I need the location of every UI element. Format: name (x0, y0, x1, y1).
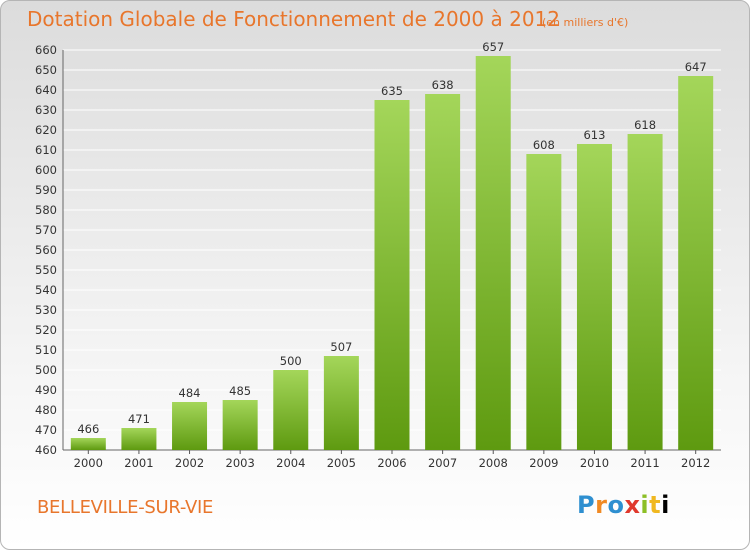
x-tick-label: 2006 (377, 456, 406, 470)
y-tick-label: 470 (35, 423, 57, 437)
x-tick-label: 2011 (630, 456, 659, 470)
bar-2001 (121, 428, 157, 450)
y-tick-label: 500 (35, 363, 57, 377)
y-tick-label: 530 (35, 303, 57, 317)
x-tick-label: 2009 (529, 456, 558, 470)
bar-2006 (374, 100, 410, 450)
x-tick-label: 2010 (580, 456, 609, 470)
proxiti-logo: Proxiti (577, 491, 670, 519)
y-tick-label: 460 (35, 443, 57, 457)
y-tick-label: 610 (35, 143, 57, 157)
x-tick-label: 2001 (124, 456, 153, 470)
y-tick-label: 590 (35, 183, 57, 197)
y-tick-label: 660 (35, 43, 57, 57)
y-tick-label: 550 (35, 263, 57, 277)
bar-value-label: 618 (634, 118, 656, 132)
x-tick-label: 2012 (681, 456, 710, 470)
bar-2007 (425, 94, 461, 450)
bar-2002 (172, 402, 208, 450)
x-tick-label: 2007 (428, 456, 457, 470)
bar-value-label: 471 (128, 412, 150, 426)
y-tick-label: 540 (35, 283, 57, 297)
y-tick-label: 640 (35, 83, 57, 97)
bar-value-label: 507 (330, 340, 352, 354)
y-tick-label: 480 (35, 403, 57, 417)
y-tick-label: 570 (35, 223, 57, 237)
bar-value-label: 638 (432, 78, 454, 92)
bar-2004 (273, 370, 309, 450)
bar-value-label: 647 (685, 60, 707, 74)
bar-value-label: 485 (229, 384, 251, 398)
y-tick-label: 620 (35, 123, 57, 137)
bar-2011 (627, 134, 663, 450)
bars (70, 56, 714, 450)
bar-value-label: 484 (179, 386, 201, 400)
bar-2000 (70, 438, 106, 450)
bar-value-label: 608 (533, 138, 555, 152)
y-tick-label: 650 (35, 63, 57, 77)
y-tick-label: 560 (35, 243, 57, 257)
chart-unit-note: (en milliers d'€) (542, 16, 629, 29)
x-tick-label: 2000 (74, 456, 103, 470)
bar-2005 (323, 356, 359, 450)
y-tick-label: 520 (35, 323, 57, 337)
y-tick-label: 580 (35, 203, 57, 217)
bar-value-label: 657 (482, 40, 504, 54)
x-tick-labels: 2000 2001 2002 2003 2004 2005 2006 2007 2008 2009… (74, 456, 711, 470)
bar-value-labels: 466 471 484 485 500 507 635 638 657 608 613 618 647 (77, 40, 706, 436)
x-tick-label: 2008 (479, 456, 508, 470)
y-tick-label: 630 (35, 103, 57, 117)
y-tick-label: 600 (35, 163, 57, 177)
x-tick-label: 2004 (276, 456, 305, 470)
bar-2012 (678, 76, 714, 450)
bar-2008 (475, 56, 511, 450)
y-tick-label: 510 (35, 343, 57, 357)
bar-2009 (526, 154, 562, 450)
x-tick-label: 2003 (226, 456, 255, 470)
chart-title: Dotation Globale de Fonctionnement de 20… (27, 7, 560, 31)
bar-value-label: 500 (280, 354, 302, 368)
bar-value-label: 466 (77, 422, 99, 436)
city-name: BELLEVILLE-SUR-VIE (37, 497, 214, 518)
x-tick-label: 2002 (175, 456, 204, 470)
x-tick-label: 2005 (327, 456, 356, 470)
bar-value-label: 613 (583, 128, 605, 142)
bar-2003 (222, 400, 258, 450)
bar-2010 (576, 144, 612, 450)
bar-value-label: 635 (381, 84, 403, 98)
y-tick-label: 490 (35, 383, 57, 397)
y-tick-labels: 460 470 480 490 500 510 520 530 540 550 560 570 580 5… (35, 43, 57, 457)
